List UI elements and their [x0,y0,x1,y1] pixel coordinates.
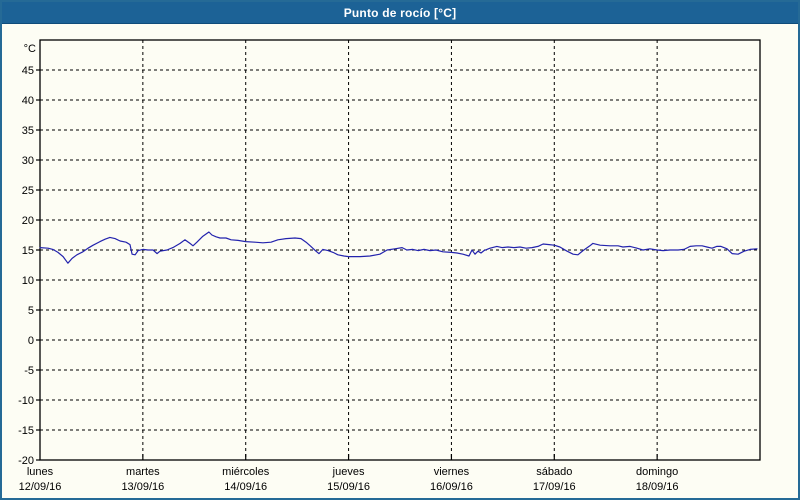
plot-border [39,39,761,461]
y-tick-label-10: 10 [22,275,34,287]
y-tick-label-45: 45 [22,65,34,77]
y-tick-label-25: 25 [22,185,34,197]
y-tick-label-30: 30 [22,155,34,167]
y-tick-label-40: 40 [22,95,34,107]
y-tick-label-0: 0 [28,335,34,347]
y-tick-label-20: 20 [22,215,34,227]
x-date-label-domingo: 18/09/16 [636,481,679,493]
y-axis-unit-label: °C [24,43,36,55]
x-date-label-miércoles: 14/09/16 [224,481,267,493]
y-tick-label-35: 35 [22,125,34,137]
y-tick-label-15: 15 [22,245,34,257]
y-tick-label--5: -5 [24,365,34,377]
axes [36,69,658,461]
y-tick-label--20: -20 [18,455,34,467]
x-day-label-miércoles: miércoles [222,466,270,478]
x-day-label-viernes: viernes [434,466,470,478]
x-day-label-domingo: domingo [636,466,678,478]
x-date-label-martes: 13/09/16 [121,481,164,493]
y-tick-label-5: 5 [28,305,34,317]
window-title: Punto de rocío [°C] [343,5,457,20]
titlebar: Punto de rocío [°C] [2,2,798,24]
x-date-label-jueves: 15/09/16 [327,481,370,493]
x-day-label-martes: martes [126,466,160,478]
x-day-label-sábado: sábado [536,466,572,478]
y-tick-label--15: -15 [18,425,34,437]
y-tick-label--10: -10 [18,395,34,407]
tick-labels: 45 40 35 30 25 20 15 10 5 0 -5 -10 -15 -20 °C lunes 12/0… [18,43,678,493]
x-day-label-lunes: lunes [27,466,54,478]
x-date-label-viernes: 16/09/16 [430,481,473,493]
x-date-label-lunes: 12/09/16 [19,481,62,493]
x-day-label-jueves: jueves [332,466,365,478]
series-line-Punto de rocío [39,231,758,264]
x-date-label-sábado: 17/09/16 [533,481,576,493]
